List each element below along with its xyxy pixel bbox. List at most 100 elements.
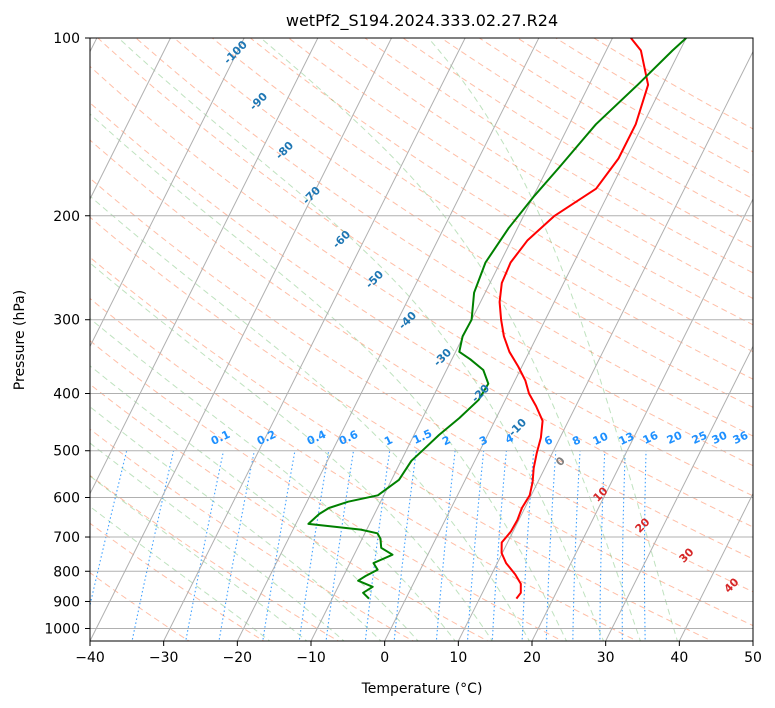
mixing-ratio-line — [325, 450, 355, 641]
y-tick-label: 100 — [53, 31, 80, 47]
mixing-ratio-line — [393, 450, 417, 641]
isotherm-gridline — [90, 38, 393, 641]
plot-area: -100-90-80-70-60-50-40-30-20-100.1 0.2 0.4… — [44, 31, 762, 666]
y-tick-label: 500 — [53, 444, 80, 460]
mixing-ratio-line — [621, 450, 626, 641]
x-tick-label: −20 — [223, 650, 253, 666]
y-tick-label: 600 — [53, 490, 80, 506]
dry-adiabat — [90, 177, 753, 593]
x-tick-label: 50 — [744, 650, 762, 666]
contour-label: 30 — [710, 429, 730, 447]
dry-adiabat — [90, 297, 639, 641]
contour-label: -80 — [273, 139, 296, 162]
dry-adiabat — [90, 102, 753, 528]
dry-adiabat — [402, 38, 753, 249]
contour-label: -20 — [469, 382, 492, 405]
x-axis-label: Temperature (°C) — [361, 681, 483, 697]
dry-adiabat — [90, 65, 753, 497]
mixing-ratio-line — [545, 450, 557, 641]
mixing-ratio-line — [643, 450, 647, 641]
y-tick-label: 900 — [53, 594, 80, 610]
contour-label: 6 — [542, 433, 555, 448]
x-tick-label: 10 — [449, 650, 467, 666]
moist-adiabat — [90, 195, 530, 641]
mixing-ratio-line — [491, 450, 507, 641]
isotherm-gridline — [752, 639, 753, 641]
moist-adiabat — [90, 475, 308, 641]
isotherm-gridline — [384, 38, 687, 641]
mixing-ratio-line — [262, 450, 296, 641]
isotherm-gridline — [90, 38, 319, 495]
contour-label: 16 — [641, 429, 661, 447]
y-tick-label: 200 — [53, 209, 80, 225]
contour-label: 20 — [633, 515, 653, 535]
moist-adiabat — [90, 406, 382, 641]
mixing-ratio-line — [131, 450, 175, 641]
moist-adiabat — [90, 365, 419, 641]
dry-adiabat — [554, 38, 753, 153]
temperature-profile — [498, 38, 650, 600]
moist-adiabat — [90, 317, 456, 641]
plot-clip — [90, 38, 753, 641]
y-tick-label: 300 — [53, 313, 80, 329]
contour-label: 2 — [440, 433, 452, 448]
dry-adiabat — [90, 383, 489, 641]
contour-label: 20 — [665, 429, 685, 447]
dry-adiabat — [173, 38, 753, 408]
dry-adiabat — [135, 38, 753, 437]
moist-adiabat — [260, 38, 642, 641]
x-tick-label: −10 — [296, 650, 326, 666]
x-tick-label: 40 — [670, 650, 688, 666]
contour-label: 0.6 — [337, 428, 360, 448]
dry-adiabat — [364, 38, 753, 274]
contour-label: -90 — [247, 90, 270, 113]
mixing-ratio-line — [599, 450, 606, 641]
dry-adiabat — [211, 38, 753, 380]
y-tick-label: 700 — [53, 530, 80, 546]
x-tick-label: 0 — [380, 650, 389, 666]
chart-title: wetPf2_S194.2024.333.02.27.R24 — [286, 11, 558, 31]
mixing-ratio-line — [521, 450, 535, 641]
y-tick-label: 800 — [53, 564, 80, 580]
contour-label: 0 — [553, 454, 568, 469]
dewpoint-profile — [307, 38, 687, 600]
mixing-ratio-line — [572, 450, 581, 641]
x-tick-label: 30 — [597, 650, 615, 666]
dry-adiabat — [478, 38, 753, 200]
mixing-ratio-line — [218, 450, 255, 641]
dry-adiabat — [440, 38, 753, 224]
contour-label: -50 — [363, 268, 386, 291]
isotherm-gridline — [457, 50, 753, 641]
contour-label: 0.2 — [255, 428, 278, 448]
contour-label: 30 — [677, 545, 697, 565]
mixing-ratio-line — [90, 450, 128, 608]
moist-adiabat — [427, 38, 678, 641]
contour-label: 0.1 — [209, 428, 232, 448]
dry-adiabat — [90, 139, 753, 560]
contour-label: -60 — [330, 228, 353, 251]
isotherm-gridline — [605, 345, 753, 641]
y-axis-label: Pressure (hPa) — [12, 290, 28, 390]
contour-label: 13 — [617, 430, 636, 448]
mixing-ratio-line — [298, 450, 330, 641]
mixing-ratio-line — [435, 450, 456, 641]
isotherm-gridline — [678, 492, 753, 641]
moist-adiabat — [90, 262, 493, 641]
dry-adiabat — [90, 522, 265, 641]
dry-adiabat — [287, 38, 753, 326]
dry-adiabat — [592, 38, 753, 130]
contour-label: 40 — [722, 575, 742, 595]
mixing-ratio-line — [364, 450, 391, 641]
x-tick-label: 20 — [523, 650, 541, 666]
y-tick-label: 400 — [53, 387, 80, 403]
contour-label: 36 — [731, 429, 751, 447]
contour-label: -100 — [221, 38, 250, 67]
y-tick-label: 1000 — [44, 621, 80, 637]
contour-label: 1 — [382, 433, 394, 448]
mixing-ratio-line — [466, 450, 485, 641]
mixing-ratio-line — [185, 450, 225, 641]
dry-adiabat — [325, 38, 753, 300]
dry-adiabat — [516, 38, 753, 176]
isotherm-gridline — [90, 38, 245, 348]
